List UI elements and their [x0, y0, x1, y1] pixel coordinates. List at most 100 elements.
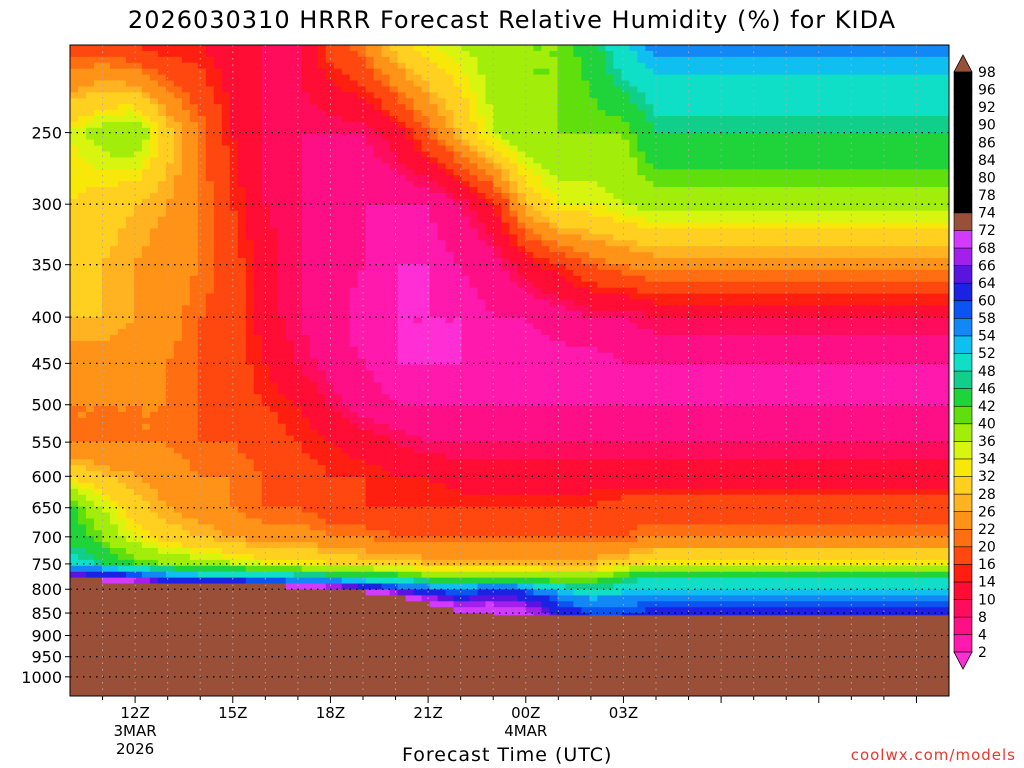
- rh-cell: [845, 258, 854, 265]
- rh-cell: [877, 151, 886, 159]
- rh-cell: [149, 210, 159, 218]
- rh-cell: [725, 133, 734, 141]
- rh-cell: [509, 145, 519, 153]
- rh-cell: [405, 62, 415, 70]
- rh-cell: [429, 116, 439, 123]
- rh-cell: [773, 293, 782, 301]
- rh-cell: [645, 92, 654, 99]
- rh-cell: [765, 56, 774, 64]
- rh-cell: [141, 204, 151, 212]
- rh-cell: [893, 222, 902, 230]
- rh-cell: [429, 293, 439, 301]
- rh-cell: [925, 198, 934, 206]
- rh-cell: [661, 175, 670, 182]
- rh-cell: [677, 222, 686, 230]
- rh-cell: [653, 169, 662, 176]
- rh-cell: [469, 187, 479, 194]
- rh-cell: [485, 110, 495, 117]
- rh-cell: [805, 98, 814, 105]
- rh-cell: [285, 50, 295, 58]
- rh-cell: [405, 234, 415, 241]
- rh-cell: [117, 258, 127, 265]
- rh-cell: [277, 110, 287, 117]
- rh-cell: [701, 210, 710, 218]
- rh-cell: [845, 169, 854, 176]
- rh-cell: [653, 110, 662, 117]
- rh-cell: [725, 151, 734, 159]
- rh-cell: [453, 275, 463, 283]
- rh-cell: [789, 281, 798, 289]
- rh-cell: [325, 216, 335, 224]
- rh-cell: [341, 157, 351, 164]
- rh-cell: [653, 258, 662, 265]
- rh-cell: [109, 252, 119, 259]
- rh-cell: [821, 110, 830, 117]
- rh-cell: [325, 50, 335, 58]
- rh-cell: [293, 56, 303, 64]
- rh-cell: [645, 145, 654, 153]
- rh-cell: [621, 74, 630, 82]
- rh-cell: [237, 74, 247, 82]
- rh-cell: [557, 163, 567, 170]
- rh-cell: [709, 92, 718, 99]
- rh-cell: [333, 305, 343, 312]
- rh-cell: [253, 246, 263, 253]
- rh-cell: [469, 252, 479, 259]
- rh-cell: [597, 305, 606, 312]
- rh-cell: [189, 133, 199, 141]
- rh-cell: [525, 222, 535, 230]
- rh-cell: [853, 157, 862, 164]
- rh-cell: [453, 204, 463, 212]
- rh-cell: [541, 86, 551, 93]
- rh-cell: [109, 133, 119, 141]
- rh-cell: [677, 293, 686, 301]
- rh-cell: [869, 181, 878, 188]
- rh-cell: [429, 133, 439, 141]
- rh-cell: [213, 181, 223, 188]
- rh-cell: [85, 281, 95, 289]
- rh-cell: [93, 192, 103, 200]
- rh-cell: [157, 110, 167, 117]
- rh-cell: [141, 258, 151, 265]
- rh-cell: [93, 258, 103, 265]
- rh-cell: [725, 275, 734, 283]
- rh-cell: [789, 216, 798, 224]
- rh-cell: [629, 198, 638, 206]
- rh-cell: [813, 287, 822, 295]
- rh-cell: [917, 104, 926, 111]
- rh-cell: [469, 240, 479, 247]
- rh-cell: [349, 175, 359, 182]
- rh-cell: [77, 74, 87, 82]
- rh-cell: [837, 275, 846, 283]
- rh-cell: [549, 275, 559, 283]
- rh-cell: [149, 133, 159, 141]
- rh-cell: [877, 216, 886, 224]
- rh-cell: [933, 228, 942, 235]
- rh-cell: [133, 210, 143, 218]
- rh-cell: [77, 56, 87, 64]
- rh-cell: [741, 74, 750, 82]
- rh-cell: [261, 287, 271, 295]
- rh-cell: [253, 240, 263, 247]
- rh-cell: [173, 216, 183, 224]
- rh-cell: [301, 305, 311, 312]
- rh-cell: [901, 269, 910, 277]
- rh-cell: [365, 86, 375, 93]
- rh-cell: [125, 187, 135, 194]
- rh-cell: [581, 192, 591, 200]
- rh-cell: [237, 246, 247, 253]
- rh-cell: [405, 68, 415, 76]
- rh-cell: [70, 110, 79, 117]
- rh-cell: [445, 222, 455, 230]
- rh-cell: [373, 287, 383, 295]
- rh-cell: [701, 151, 710, 159]
- rh-cell: [125, 234, 135, 241]
- rh-cell: [813, 181, 822, 188]
- rh-cell: [357, 80, 367, 88]
- rh-cell: [765, 80, 774, 88]
- rh-cell: [85, 139, 95, 147]
- rh-cell: [741, 210, 750, 218]
- rh-cell: [901, 293, 910, 301]
- rh-cell: [277, 45, 287, 52]
